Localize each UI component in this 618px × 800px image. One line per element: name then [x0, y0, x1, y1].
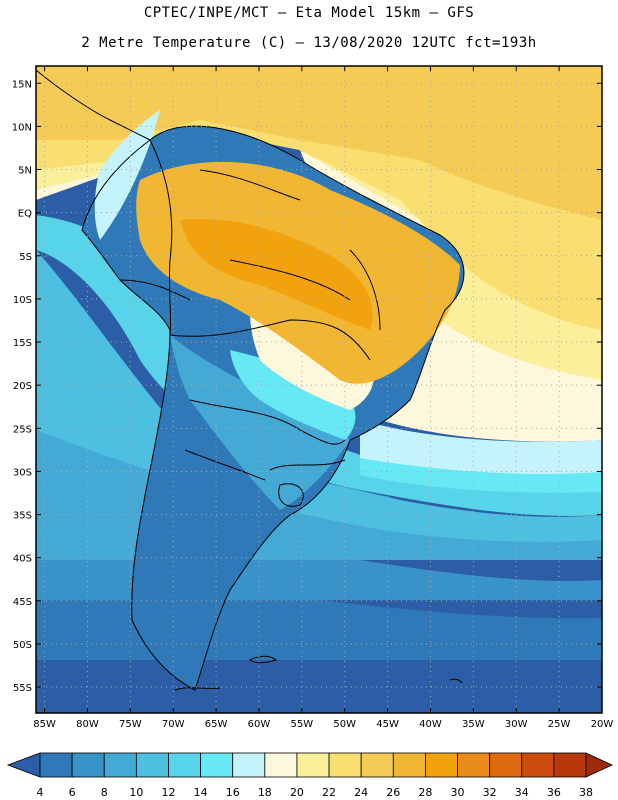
colorbar-label: 14 — [194, 786, 208, 799]
land-band-amazon-hot — [180, 219, 373, 330]
longitude-label: 75W — [119, 719, 142, 730]
colorbar-swatch — [457, 752, 491, 778]
colorbar-label: 26 — [386, 786, 400, 799]
map-plot-area — [36, 66, 602, 713]
colorbar-label: 32 — [483, 786, 497, 799]
colorbar-swatch — [489, 752, 523, 778]
land-band-andes-north — [94, 110, 160, 240]
temperature-colorbar: 4 6 8 10 12 14 16 18 20 22 24 26 28 30 32 34 36 38 — [6, 752, 613, 799]
latitude-label: 55S — [13, 683, 32, 694]
colorbar-swatch — [425, 752, 458, 778]
colorbar-arrow-left — [6, 752, 41, 778]
latitude-label: 15S — [13, 338, 32, 349]
colorbar-swatch — [521, 752, 555, 778]
longitude-label: 65W — [205, 719, 228, 730]
colorbar-label: 16 — [226, 786, 240, 799]
map-title-line-1: CPTEC/INPE/MCT – Eta Model 15km – GFS — [143, 5, 475, 21]
latitude-label: 40S — [13, 554, 32, 565]
colorbar-swatch — [392, 752, 426, 778]
colorbar-label: 30 — [451, 786, 465, 799]
ocean-band-16 — [360, 455, 602, 493]
colorbar-label: 38 — [579, 786, 593, 799]
colorbar-label: 24 — [354, 786, 368, 799]
colorbar-label: 18 — [258, 786, 272, 799]
colorbar-swatch — [71, 752, 105, 778]
colorbar-label: 34 — [515, 786, 529, 799]
colorbar-swatch — [200, 752, 234, 778]
longitude-label: 85W — [33, 719, 56, 730]
longitude-label: 30W — [505, 719, 528, 730]
land-band-paraguay — [230, 350, 356, 440]
colorbar-swatch — [264, 752, 298, 778]
latitude-label: EQ — [18, 209, 32, 220]
colorbar-swatch — [296, 752, 330, 778]
colorbar-swatch — [360, 752, 394, 778]
longitude-label: 40W — [419, 719, 442, 730]
latitude-label: 45S — [13, 597, 32, 608]
colorbar-label: 28 — [418, 786, 432, 799]
colorbar-label: 8 — [101, 786, 108, 799]
colorbar-swatch — [103, 752, 137, 778]
map-title-line-2: 2 Metre Temperature (C) – 13/08/2020 12U… — [81, 35, 537, 51]
colorbar-label: 22 — [322, 786, 336, 799]
longitude-label: 50W — [333, 719, 356, 730]
colorbar-swatch — [135, 752, 169, 778]
latitude-label: 25S — [13, 424, 32, 435]
latitude-label: 5N — [18, 166, 32, 177]
colorbar-swatch — [39, 752, 73, 778]
latitude-label: 10S — [13, 295, 32, 306]
colorbar-label: 4 — [37, 786, 44, 799]
latitude-label: 50S — [13, 640, 32, 651]
coastlines-and-borders — [36, 69, 465, 691]
colorbar-swatch — [553, 752, 587, 778]
map-frame — [35, 65, 603, 714]
colorbar-swatch — [328, 752, 362, 778]
colorbar-label: 10 — [129, 786, 143, 799]
ocean-band-18 — [360, 420, 602, 475]
latitude-label: 35S — [13, 511, 32, 522]
longitude-label: 45W — [376, 719, 399, 730]
colorbar-swatch — [232, 752, 266, 778]
colorbar-arrow-right — [585, 752, 613, 778]
colorbar-label: 36 — [547, 786, 561, 799]
longitude-label: 20W — [591, 719, 614, 730]
latitude-label: 30S — [13, 467, 32, 478]
longitude-label: 25W — [548, 719, 571, 730]
longitude-label: 60W — [248, 719, 271, 730]
colorbar-label: 12 — [161, 786, 175, 799]
longitude-label: 55W — [291, 719, 314, 730]
ocean-band-28 — [36, 66, 602, 220]
longitude-label: 80W — [76, 719, 99, 730]
colorbar-label: 20 — [290, 786, 304, 799]
latitude-label: 20S — [13, 381, 32, 392]
land-band-southern-cone — [170, 335, 350, 510]
longitude-label: 70W — [162, 719, 185, 730]
colorbar-label: 6 — [69, 786, 76, 799]
latitude-labels: 15N 10N 5N EQ 5S 10S 15S 20S 25S 30S 35S 40S 45S 50S 5… — [12, 79, 32, 694]
latitude-label: 10N — [12, 122, 32, 133]
longitude-label: 35W — [462, 719, 485, 730]
longitude-labels: 85W 80W 75W 70W 65W 60W 55W 50W 45W 40W 35W 30W 25W 2… — [33, 719, 613, 730]
axis-ticks — [36, 66, 603, 713]
latitude-label: 5S — [19, 252, 32, 263]
latitude-label: 15N — [12, 79, 32, 90]
colorbar-swatch — [168, 752, 201, 778]
